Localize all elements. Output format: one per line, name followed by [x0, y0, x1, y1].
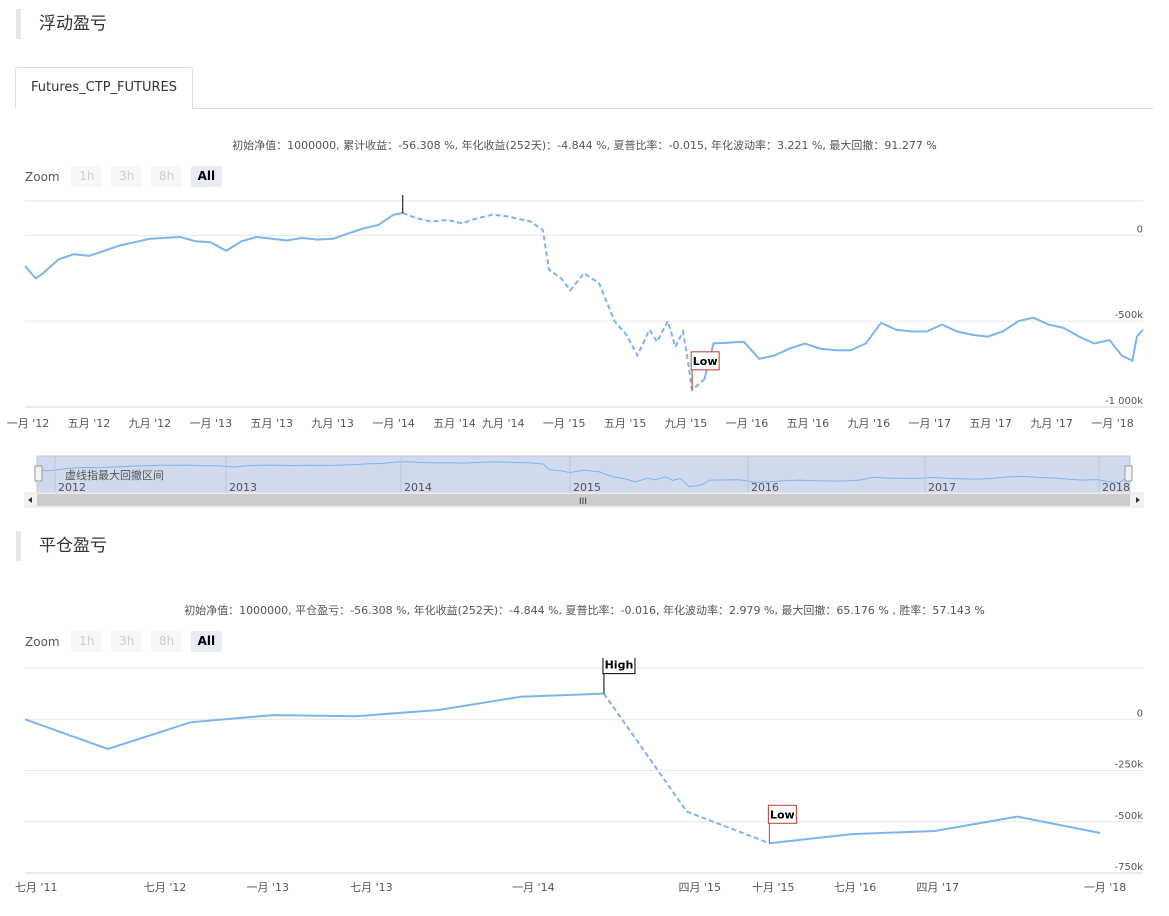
x-tick-label: 七月 '13 — [350, 881, 393, 894]
x-tick-label: 四月 '17 — [916, 881, 959, 894]
x-tick-label: 一月 '18 — [1084, 881, 1127, 894]
x-tick-label: 九月 '12 — [129, 417, 172, 430]
x-tick-label: 七月 '16 — [834, 881, 877, 894]
x-tick-label: 一月 '13 — [190, 417, 233, 430]
series-line-drawdown — [402, 212, 705, 392]
stats-summary-1: 初始净值：1000000, 累计收益：-56.308 %, 年化收益(252天)… — [232, 139, 937, 152]
flag-low-label: Low — [693, 355, 718, 368]
y-tick-label: -500k — [1115, 811, 1144, 822]
x-tick-label: 一月 '18 — [1091, 417, 1134, 430]
x-tick-label: 七月 '11 — [15, 881, 58, 894]
tab-futures-ctp[interactable]: Futures_CTP_FUTURES — [15, 67, 193, 109]
x-tick-label: 五月 '15 — [604, 417, 647, 430]
y-tick-label: -500k — [1115, 310, 1144, 321]
y-tick-label: 0 — [1137, 708, 1143, 719]
series-line-after — [703, 316, 1144, 380]
x-tick-label: 一月 '16 — [726, 417, 769, 430]
section-title-closed-pnl: 平仓盈亏 — [16, 531, 107, 561]
navigator-year-label: 2017 — [928, 481, 956, 494]
flag-low-label: Low — [770, 808, 795, 821]
stats-summary-2: 初始净值：1000000, 平仓盈亏：-56.308 %, 年化收益(252天)… — [184, 604, 985, 617]
navigator-left-handle[interactable] — [34, 465, 43, 482]
y-tick-label: 0 — [1137, 224, 1143, 235]
x-tick-label: 五月 '14 — [433, 417, 476, 430]
x-tick-label: 九月 '14 — [482, 417, 525, 430]
tab-bar: Futures_CTP_FUTURES — [15, 67, 1153, 109]
zoom-1h-button[interactable]: 1h — [71, 631, 103, 652]
x-tick-label: 十月 '15 — [752, 880, 795, 894]
x-tick-label: 一月 '14 — [512, 881, 555, 894]
scrollbar-grip: III — [579, 497, 587, 507]
zoom-3h-button[interactable]: 3h — [111, 631, 143, 652]
zoom-8h-button[interactable]: 8h — [151, 631, 183, 652]
scroll-left-arrow-icon[interactable] — [28, 497, 32, 503]
flag-high-label: High — [605, 659, 634, 672]
series-line-before — [24, 212, 403, 280]
x-tick-label: 九月 '17 — [1030, 417, 1073, 430]
x-tick-label: 五月 '16 — [787, 417, 830, 430]
navigator-year-label: 2015 — [573, 481, 601, 494]
x-tick-label: 七月 '12 — [144, 881, 187, 894]
series-line-drawdown — [603, 693, 770, 845]
navigator-year-label: 2016 — [751, 481, 779, 494]
navigator-year-label: 2018 — [1102, 481, 1130, 494]
navigator-year-label: 2012 — [58, 481, 86, 494]
zoom-1h-button[interactable]: 1h — [71, 166, 103, 187]
x-tick-label: 九月 '13 — [311, 417, 354, 430]
x-tick-label: 五月 '17 — [969, 417, 1012, 430]
x-tick-label: 一月 '12 — [7, 417, 50, 430]
zoom-all-button[interactable]: All — [190, 631, 222, 652]
x-tick-label: 九月 '16 — [848, 417, 891, 430]
navigator-right-handle[interactable] — [1124, 465, 1133, 482]
x-tick-label: 一月 '13 — [247, 881, 290, 894]
zoom-3h-button[interactable]: 3h — [111, 166, 143, 187]
flag-box — [602, 658, 636, 675]
flag-box — [767, 804, 797, 824]
x-tick-label: 五月 '12 — [68, 417, 111, 430]
zoom-selector-2: Zoom 1h 3h 8h All — [25, 631, 227, 652]
x-tick-label: 九月 '15 — [665, 417, 708, 430]
navigator-year-label: 2014 — [404, 481, 432, 494]
scroll-right-arrow-icon[interactable] — [1136, 497, 1140, 503]
series-line-before — [24, 692, 604, 751]
closed-pnl-chart[interactable]: 0 -250k -500k -750k 七月 '11 七月 '12 一月 '13 七月 '13… — [0, 658, 1169, 916]
section-title-floating-pnl: 浮动盈亏 — [16, 9, 107, 39]
zoom-label: Zoom — [25, 169, 60, 184]
scrollbar-thumb[interactable] — [37, 494, 1130, 506]
x-tick-label: 五月 '13 — [250, 417, 293, 430]
section-title-text: 平仓盈亏 — [39, 536, 107, 556]
x-tick-label: 一月 '17 — [908, 417, 951, 430]
zoom-all-button[interactable]: All — [190, 166, 222, 187]
x-tick-label: 四月 '15 — [679, 881, 722, 894]
zoom-8h-button[interactable]: 8h — [151, 166, 183, 187]
series-line-after — [769, 815, 1101, 845]
y-tick-label: -1 000k — [1105, 396, 1143, 407]
floating-pnl-chart[interactable]: 0 -500k -1 000k 一月 '12 五月 '12 九月 '12 一月 '13 五月 … — [0, 195, 1169, 515]
zoom-label: Zoom — [25, 634, 60, 649]
x-tick-label: 一月 '15 — [543, 417, 586, 430]
navigator-year-label: 2013 — [229, 481, 257, 494]
flag-box — [690, 351, 720, 371]
y-tick-label: -750k — [1115, 862, 1144, 873]
x-tick-label: 一月 '14 — [372, 417, 415, 430]
section-title-text: 浮动盈亏 — [39, 14, 107, 34]
y-tick-label: -250k — [1115, 760, 1144, 771]
zoom-selector-1: Zoom 1h 3h 8h All — [25, 166, 227, 187]
drawdown-note: 虚线指最大回撤区间 — [65, 468, 164, 482]
